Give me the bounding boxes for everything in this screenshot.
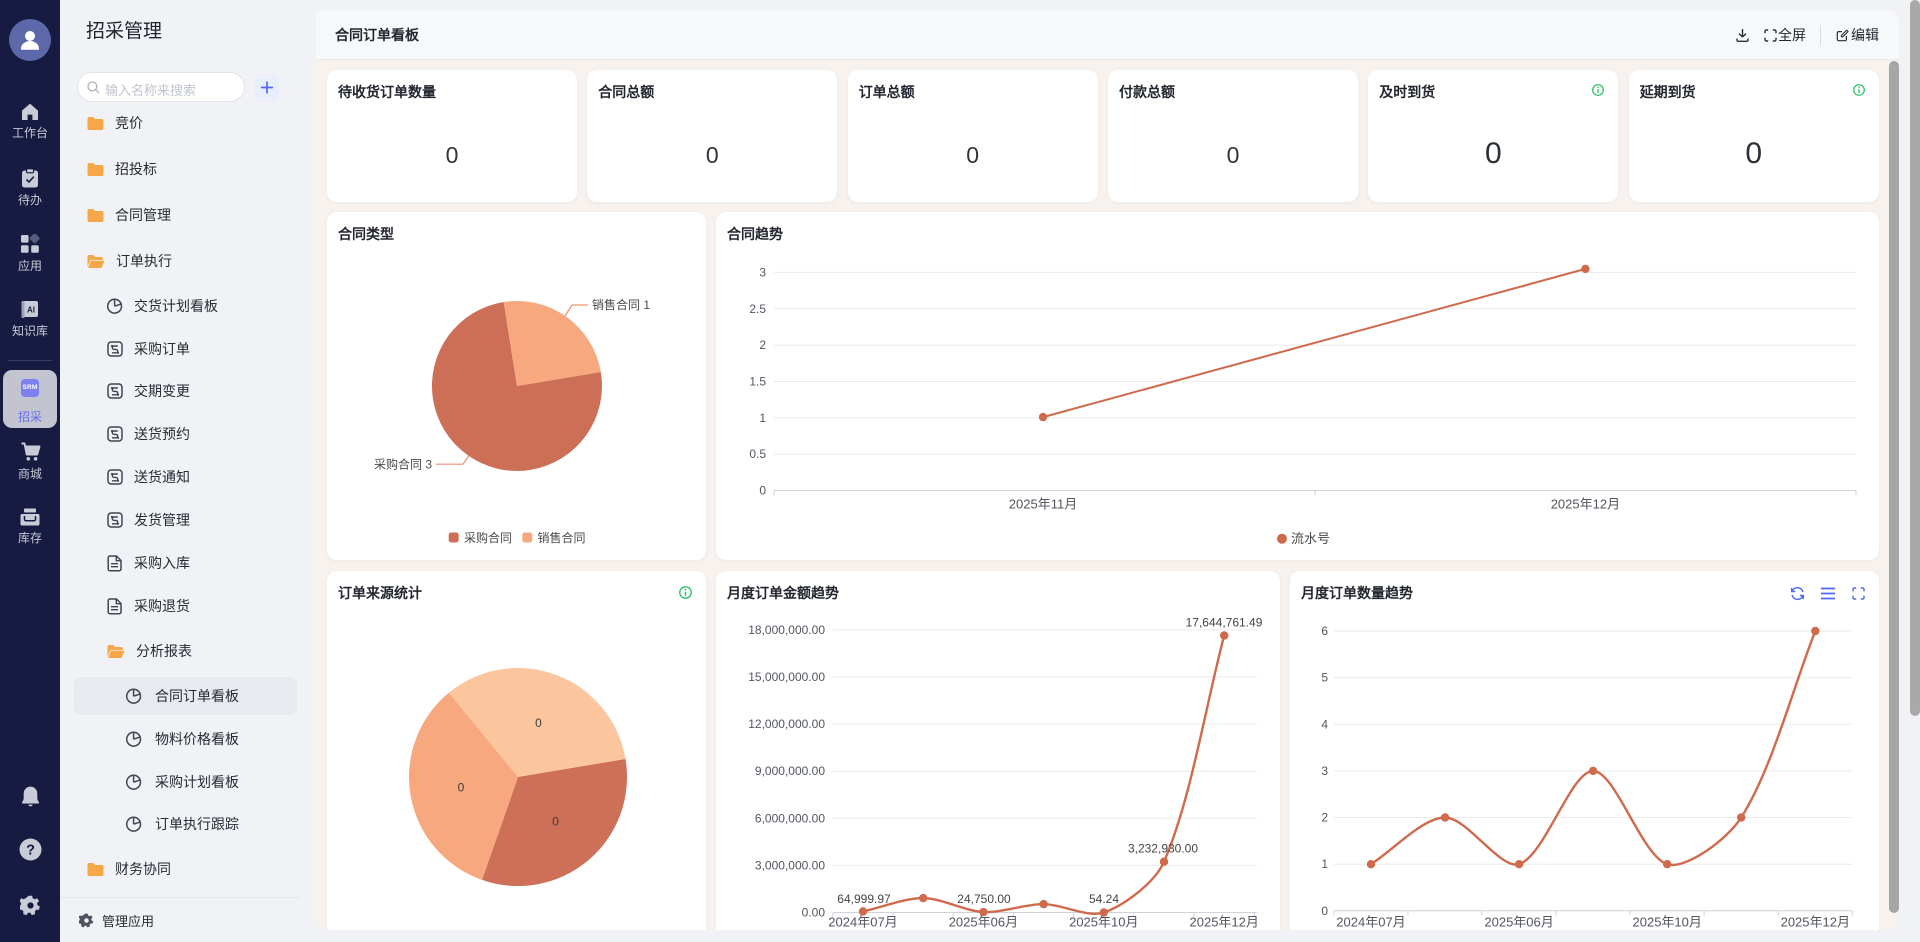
svg-text:0: 0 xyxy=(535,716,542,730)
svg-text:6: 6 xyxy=(1321,624,1328,638)
svg-text:1: 1 xyxy=(1321,857,1328,871)
svg-text:0.00: 0.00 xyxy=(802,906,826,920)
svg-text:15,000,000.00: 15,000,000.00 xyxy=(748,670,825,684)
svg-text:64,999.97: 64,999.97 xyxy=(837,892,891,906)
svg-text:9,000,000.00: 9,000,000.00 xyxy=(755,764,825,778)
svg-text:2024年07月: 2024年07月 xyxy=(828,915,897,930)
svg-text:4: 4 xyxy=(1321,717,1328,731)
svg-text:3,000,000.00: 3,000,000.00 xyxy=(755,858,825,872)
svg-text:0: 0 xyxy=(458,780,465,794)
svg-text:1: 1 xyxy=(759,411,766,425)
svg-text:3: 3 xyxy=(759,265,766,279)
svg-text:24,750.00: 24,750.00 xyxy=(957,892,1011,906)
svg-text:2025年06月: 2025年06月 xyxy=(949,915,1018,930)
svg-text:18,000,000.00: 18,000,000.00 xyxy=(748,623,825,637)
svg-text:2025年12月: 2025年12月 xyxy=(1190,915,1259,930)
svg-text:17,644,761.49: 17,644,761.49 xyxy=(1186,616,1263,630)
svg-text:销售合同: 销售合同 xyxy=(538,530,586,545)
svg-text:2025年10月: 2025年10月 xyxy=(1633,915,1702,930)
svg-text:2024年07月: 2024年07月 xyxy=(1336,915,1405,930)
svg-text:1.5: 1.5 xyxy=(749,375,766,389)
svg-text:2025年12月: 2025年12月 xyxy=(1781,915,1850,930)
svg-text:?: ? xyxy=(26,843,35,859)
svg-text:2: 2 xyxy=(759,338,766,352)
svg-text:3: 3 xyxy=(1321,764,1328,778)
svg-text:0: 0 xyxy=(1321,904,1328,918)
svg-text:流水号: 流水号 xyxy=(1291,531,1330,546)
svg-text:3,232,930.00: 3,232,930.00 xyxy=(1128,842,1198,856)
svg-text:采购合同 3: 采购合同 3 xyxy=(374,457,432,472)
svg-text:销售合同 1: 销售合同 1 xyxy=(592,297,650,312)
svg-text:2025年12月: 2025年12月 xyxy=(1551,497,1620,512)
svg-text:0: 0 xyxy=(759,484,766,498)
svg-text:采购合同: 采购合同 xyxy=(464,530,512,545)
svg-text:0.5: 0.5 xyxy=(749,447,766,461)
svg-text:0: 0 xyxy=(552,815,559,829)
svg-text:2025年11月: 2025年11月 xyxy=(1009,497,1077,512)
svg-text:2025年10月: 2025年10月 xyxy=(1069,915,1138,930)
svg-text:2.5: 2.5 xyxy=(749,302,766,316)
svg-text:AI: AI xyxy=(27,306,35,315)
svg-text:12,000,000.00: 12,000,000.00 xyxy=(748,717,825,731)
svg-text:2025年06月: 2025年06月 xyxy=(1484,915,1553,930)
svg-text:6,000,000.00: 6,000,000.00 xyxy=(755,811,825,825)
svg-text:2: 2 xyxy=(1321,811,1328,825)
svg-text:54.24: 54.24 xyxy=(1089,892,1119,906)
svg-text:5: 5 xyxy=(1321,671,1328,685)
